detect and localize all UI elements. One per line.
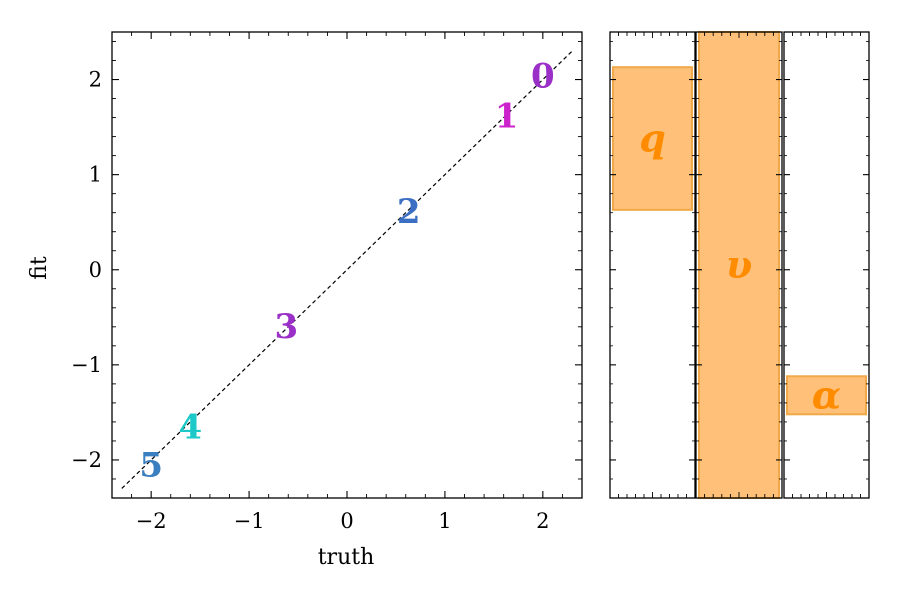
y-axis-title: fit <box>27 256 52 280</box>
range-bar <box>698 31 780 499</box>
data-point-label: 4 <box>178 408 202 448</box>
y-tick-label: 2 <box>89 68 102 92</box>
x-axis-title: truth <box>318 545 375 570</box>
y-tick-label: 0 <box>89 258 102 282</box>
x-tick-label: 2 <box>536 509 549 533</box>
data-point-label: 5 <box>139 446 163 486</box>
range-bar <box>786 375 867 416</box>
data-point-label: 0 <box>531 57 555 97</box>
data-point-label: 1 <box>495 97 519 137</box>
bar-label: q <box>639 116 666 161</box>
y-tick-label: −2 <box>71 448 102 472</box>
range-bar <box>612 66 693 211</box>
x-tick-label: 0 <box>340 509 353 533</box>
y-tick-label: 1 <box>89 163 102 187</box>
bar-panel-group: q υ α <box>609 31 870 499</box>
x-tick-label: −2 <box>136 509 167 533</box>
y-tick-label: −1 <box>71 353 102 377</box>
x-tick-label: 1 <box>438 509 451 533</box>
x-tick-label: −1 <box>234 509 265 533</box>
bar-label: α <box>812 372 841 417</box>
data-point-label: 2 <box>397 192 421 232</box>
bar-panel: α <box>783 31 870 499</box>
bar-label: υ <box>726 242 752 287</box>
bar-panel-frame <box>783 31 870 499</box>
data-point-label: 3 <box>274 307 298 347</box>
bar-panel: q <box>609 31 696 499</box>
bar-panel: υ <box>695 31 783 499</box>
